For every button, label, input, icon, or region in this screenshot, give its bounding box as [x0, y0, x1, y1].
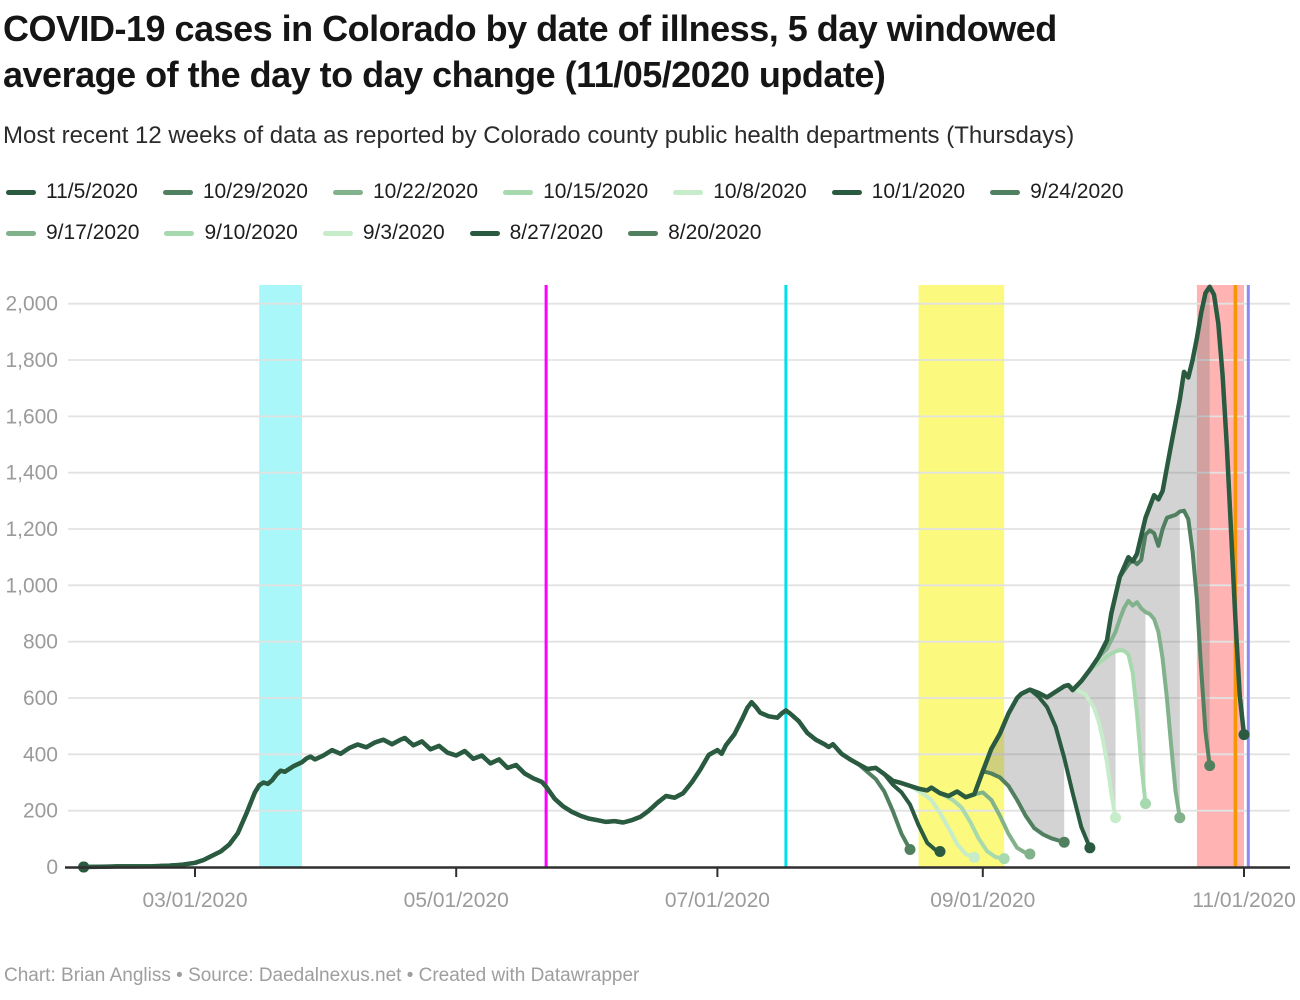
august-september-band [918, 285, 1005, 867]
legend-swatch-icon [673, 189, 704, 195]
legend-item-9/17/2020: 9/17/2020 [6, 221, 139, 245]
legend-item-9/3/2020: 9/3/2020 [322, 221, 445, 245]
legend-swatch-icon [831, 189, 862, 195]
legend-item-10/22/2020: 10/22/2020 [332, 180, 479, 204]
legend-label: 10/29/2020 [202, 180, 308, 203]
legend-swatch-icon [628, 230, 659, 236]
y-axis-tick-label: 1,200 [5, 518, 58, 541]
y-axis-tick-label: 1,000 [5, 574, 58, 597]
series-line-8/27/2020 [81, 700, 942, 869]
y-axis-tick-label: 1,800 [5, 349, 58, 372]
chart-subtitle: Most recent 12 weeks of data as reported… [3, 122, 1075, 149]
revision-fan [1029, 685, 1090, 848]
legend-swatch-icon [990, 189, 1021, 195]
series-line-11/5/2020 [81, 284, 1247, 870]
legend-swatch-icon [332, 189, 363, 195]
legend-swatch-icon [162, 189, 193, 195]
chart-title: COVID-19 cases in Colorado by date of il… [3, 6, 1293, 98]
y-axis-tick-label: 600 [23, 687, 58, 710]
legend-item-10/15/2020: 10/15/2020 [503, 180, 648, 204]
legend-label: 11/5/2020 [46, 180, 138, 203]
series-line-9/3/2020 [81, 700, 977, 869]
legend-item-8/20/2020: 8/20/2020 [628, 221, 762, 245]
legend-swatch-icon [164, 230, 195, 236]
legend-label: 8/27/2020 [509, 221, 604, 244]
legend-swatch-icon [6, 230, 36, 236]
series-endpoint-dot-10/15/2020 [1140, 798, 1151, 810]
x-axis-tick-label: 05/01/2020 [404, 889, 509, 912]
revision-fan [1068, 651, 1116, 818]
series-endpoint-dot-9/10/2020 [998, 853, 1010, 865]
legend-row: 11/5/2020 10/29/2020 10/22/2020 10/15/2020 1… [6, 180, 1298, 204]
legend-item-9/10/2020: 9/10/2020 [164, 221, 298, 245]
y-axis-tick-label: 2,000 [5, 293, 58, 316]
legend-label: 9/17/2020 [46, 221, 140, 244]
legend-item-11/5/2020: 11/5/2020 [6, 180, 138, 204]
legend-swatch-icon [322, 230, 353, 236]
chart-title-line2: average of the day to day change (11/05/… [3, 54, 886, 96]
legend: 11/5/2020 10/29/2020 10/22/2020 10/15/2020 1… [6, 180, 1298, 262]
line-chart: 03/01/2020 05/01/2020 07/01/2020 09/01/2020… [5, 284, 1296, 912]
series-endpoint-dot-10/8/2020 [1110, 812, 1121, 824]
y-axis-tick-label: 800 [23, 631, 58, 654]
legend-swatch-icon [503, 189, 534, 195]
x-axis-tick-label: 07/01/2020 [665, 889, 770, 912]
legend-item-10/29/2020: 10/29/2020 [162, 180, 308, 204]
series-endpoint-dot-9/17/2020 [1024, 848, 1036, 860]
legend-label: 10/1/2020 [871, 180, 966, 203]
legend-label: 10/15/2020 [543, 180, 649, 203]
legend-label: 9/24/2020 [1030, 180, 1124, 203]
x-axis-tick-label: 11/01/2020 [1192, 889, 1296, 912]
march-stay-home-band [259, 285, 302, 867]
series-endpoint-dot-10/29/2020 [1204, 760, 1216, 772]
y-axis-tick-label: 0 [46, 856, 58, 879]
series-endpoint-dot-8/27/2020 [934, 846, 946, 857]
chart-title-line1: COVID-19 cases in Colorado by date of il… [3, 8, 1057, 49]
series-endpoint-dot-10/22/2020 [1174, 812, 1186, 824]
revision-fan [1124, 286, 1210, 766]
legend-item-10/8/2020: 10/8/2020 [673, 180, 807, 204]
x-axis-tick-label: 03/01/2020 [142, 889, 247, 912]
y-axis-tick-label: 400 [23, 743, 58, 766]
legend-swatch-icon [469, 230, 500, 236]
revision-fan [1089, 600, 1146, 804]
legend-label: 9/10/2020 [204, 221, 298, 244]
series-endpoint-dot-11/5/2020 [1238, 729, 1250, 741]
legend-label: 10/22/2020 [372, 180, 479, 203]
y-axis-tick-label: 200 [23, 800, 58, 823]
legend-label: 10/8/2020 [713, 180, 807, 203]
y-axis-tick-label: 1,400 [5, 462, 58, 485]
legend-row: 9/17/2020 9/10/2020 9/3/2020 8/27/2020 8/20/… [6, 221, 1298, 245]
legend-item-10/1/2020: 10/1/2020 [831, 180, 966, 204]
legend-item-9/24/2020: 9/24/2020 [990, 180, 1124, 204]
x-axis-tick-label: 09/01/2020 [930, 889, 1035, 912]
series-endpoint-dot-8/20/2020 [904, 844, 916, 855]
legend-label: 8/20/2020 [668, 221, 762, 244]
legend-label: 9/3/2020 [362, 221, 445, 244]
legend-item-8/27/2020: 8/27/2020 [469, 221, 604, 245]
attribution-footer: Chart: Brian Angliss • Source: Daedalnex… [4, 965, 640, 986]
series-line-9/17/2020 [81, 700, 1032, 869]
legend-swatch-icon [6, 189, 36, 195]
y-axis-tick-label: 1,600 [5, 405, 58, 428]
series-endpoint-dot-9/3/2020 [968, 851, 980, 863]
series-endpoint-dot-9/24/2020 [1058, 836, 1070, 848]
series-endpoint-dot-10/1/2020 [1084, 842, 1096, 854]
